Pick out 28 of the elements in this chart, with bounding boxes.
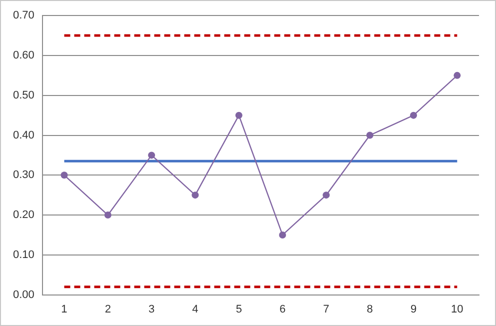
x-tick-label: 4 (192, 303, 198, 316)
point (322, 192, 330, 199)
y-tick-label: 0.40 (12, 129, 34, 142)
point (454, 72, 461, 79)
x-tick-label: 8 (366, 303, 373, 316)
y-tick-label: 0.10 (12, 248, 34, 261)
point (366, 132, 374, 139)
x-tick-label: 3 (148, 303, 155, 316)
y-tick-label: 0.30 (12, 169, 34, 182)
y-tick-label: 0.00 (12, 288, 34, 301)
point (60, 172, 68, 179)
y-tick-label: 0.20 (12, 209, 34, 222)
x-tick-label: 9 (410, 303, 417, 316)
point (104, 212, 112, 219)
x-tick-label: 5 (236, 303, 242, 316)
point (148, 152, 156, 159)
x-tick-label: 10 (451, 303, 464, 316)
y-tick-label: 0.50 (12, 89, 34, 102)
x-tick-label: 6 (279, 303, 286, 316)
point (410, 112, 418, 119)
point (192, 192, 199, 199)
y-tick-label: 0.60 (12, 50, 34, 62)
x-tick-label: 7 (323, 303, 330, 316)
y-tick-label: 0.70 (12, 10, 34, 22)
point (235, 112, 242, 119)
x-tick-label: 2 (104, 303, 111, 316)
point (279, 231, 286, 238)
x-tick-label: 1 (61, 303, 68, 316)
